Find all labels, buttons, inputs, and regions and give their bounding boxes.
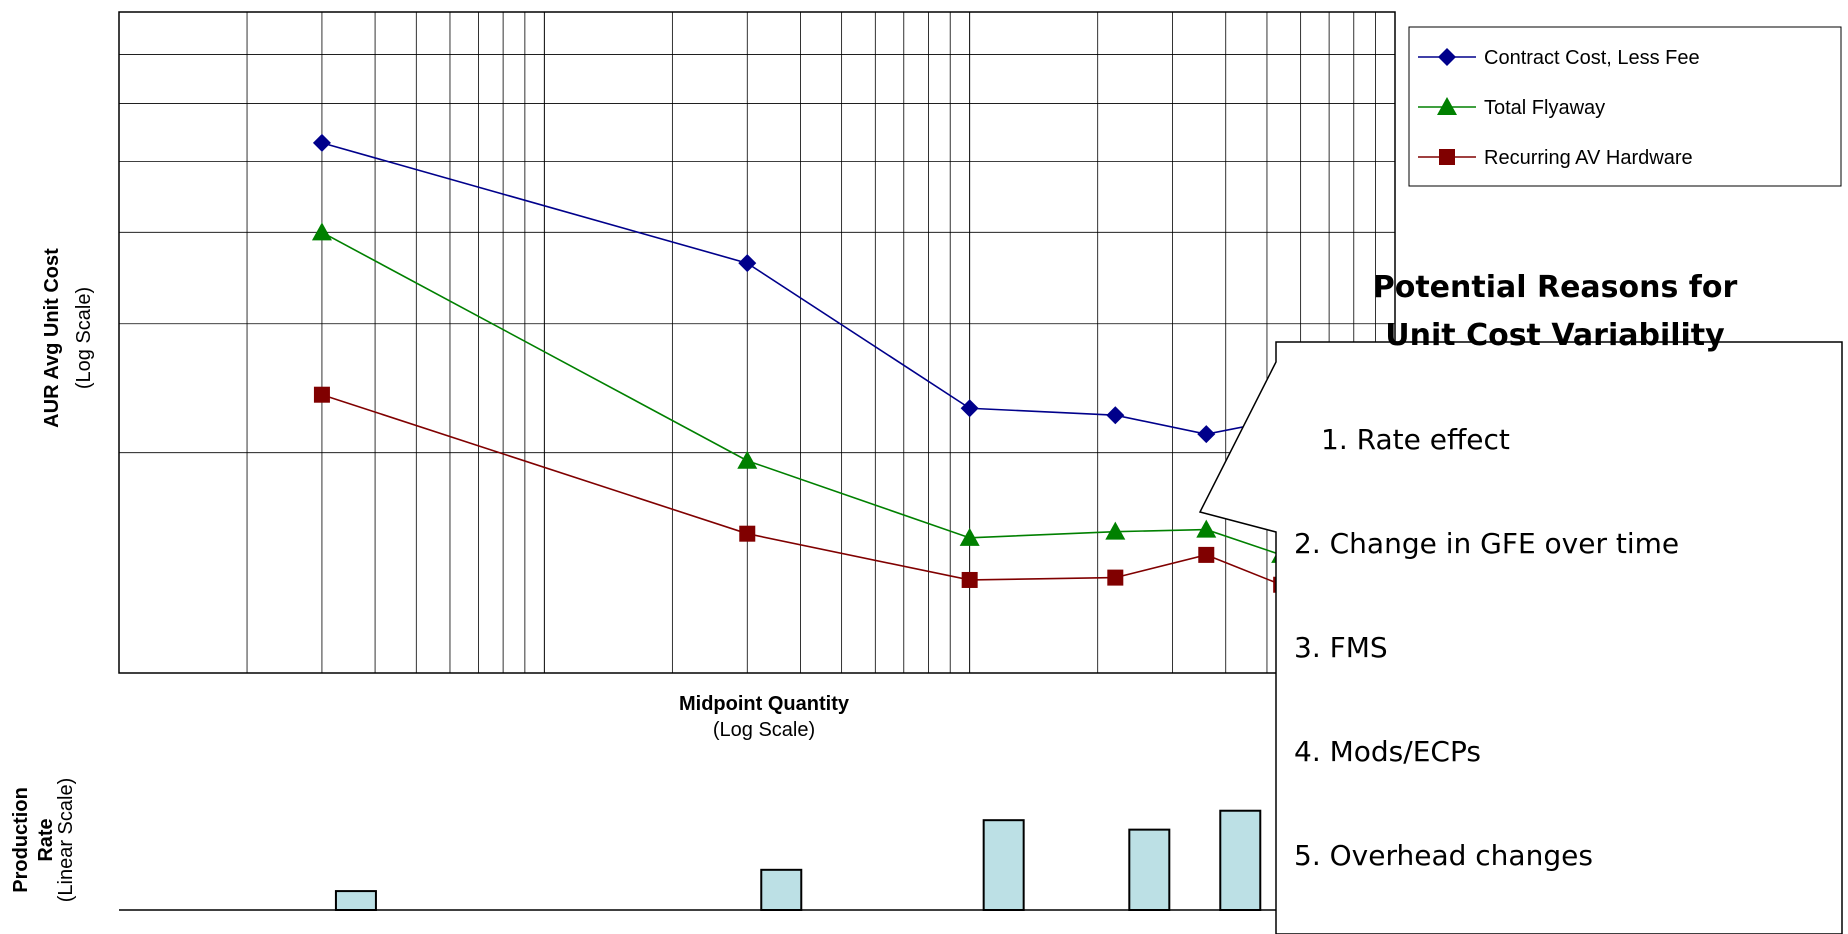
legend-label: Recurring AV Hardware <box>1484 147 1693 169</box>
marker-square <box>961 571 978 588</box>
plot-grid <box>119 12 1395 673</box>
marker-square <box>1198 546 1215 563</box>
y-axis-subtitle: (Log Scale) <box>73 287 95 389</box>
marker-diamond <box>738 254 757 273</box>
production-rate-subtitle: (Linear Scale) <box>55 778 77 903</box>
callout-item-4: 4. Mods/ECPs <box>1294 735 1481 768</box>
production-rate-bar <box>1219 809 1262 912</box>
marker-triangle <box>1105 521 1126 540</box>
marker-diamond <box>1438 48 1456 66</box>
production-rate-bar <box>982 819 1025 912</box>
marker-diamond <box>1106 406 1125 425</box>
marker-triangle <box>1196 519 1217 538</box>
callout-item-3: 3. FMS <box>1294 631 1388 664</box>
callout: Potential Reasons for Unit Cost Variabil… <box>1198 270 1843 934</box>
legend-items: Contract Cost, Less Fee Total Flyaway Recu… <box>1418 47 1700 169</box>
marker-triangle <box>737 450 758 469</box>
x-axis-title: Midpoint Quantity <box>679 693 850 715</box>
marker-triangle <box>1437 97 1457 115</box>
legend-label: Total Flyaway <box>1484 97 1605 119</box>
callout-item-5: 5. Overhead changes <box>1294 839 1593 872</box>
marker-diamond <box>960 399 979 418</box>
legend: Contract Cost, Less Fee Total Flyaway Recu… <box>1408 26 1842 187</box>
callout-title-line2: Unit Cost Variability <box>1385 318 1725 353</box>
series-layer <box>311 133 1355 596</box>
callout-shape <box>1198 341 1843 934</box>
series-2 <box>311 222 1355 575</box>
production-rate-bars <box>334 779 1400 912</box>
legend-item-1: Contract Cost, Less Fee <box>1418 47 1700 69</box>
marker-diamond <box>1197 425 1216 444</box>
x-axis-subtitle: (Log Scale) <box>713 719 815 741</box>
series-line <box>321 231 1345 567</box>
marker-diamond <box>312 133 331 152</box>
callout-title-line1: Potential Reasons for <box>1373 270 1738 305</box>
marker-square <box>313 386 330 403</box>
legend-box <box>1408 26 1842 187</box>
series-line <box>321 142 1345 460</box>
production-rate-bar <box>1128 828 1171 911</box>
marker-triangle <box>959 527 980 546</box>
plot-area-border <box>118 11 1396 674</box>
callout-item-1: 1. Rate effect <box>1321 423 1510 456</box>
marker-square <box>1439 149 1455 165</box>
legend-item-2: Total Flyaway <box>1418 97 1605 119</box>
callout-item-2: 2. Change in GFE over time <box>1294 527 1679 560</box>
marker-triangle <box>311 222 332 241</box>
production-rate-title-line1: Production <box>10 787 32 893</box>
marker-square <box>739 525 756 542</box>
legend-item-3: Recurring AV Hardware <box>1418 147 1693 169</box>
marker-square <box>1107 569 1124 586</box>
series-1 <box>312 133 1354 469</box>
production-rate-bar <box>760 868 803 911</box>
production-rate-title-line2: Rate <box>35 818 57 861</box>
production-rate-bar <box>334 890 377 911</box>
legend-label: Contract Cost, Less Fee <box>1484 47 1700 69</box>
y-axis-title: AUR Avg Unit Cost <box>41 248 63 428</box>
